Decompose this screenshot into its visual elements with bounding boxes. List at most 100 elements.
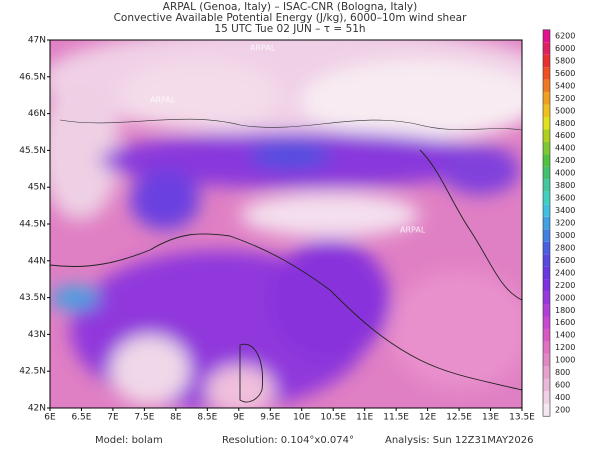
colorbar-label: 800 bbox=[555, 368, 570, 377]
colorbar-label: 400 bbox=[555, 393, 570, 402]
colorbar-label: 5800 bbox=[555, 56, 575, 65]
header-line: Convective Available Potential Energy (J… bbox=[114, 12, 468, 24]
colorbar-label: 3600 bbox=[555, 194, 575, 203]
lon-label: 9E bbox=[233, 413, 245, 423]
colorbar-swatch bbox=[543, 291, 550, 305]
colorbar-label: 5600 bbox=[555, 69, 575, 78]
lat-label: 46N bbox=[28, 109, 46, 119]
colorbar-swatch bbox=[543, 54, 550, 68]
colorbar-frame bbox=[542, 29, 551, 417]
lon-label: 10.5E bbox=[320, 413, 346, 423]
lon-label: 8E bbox=[170, 413, 182, 423]
colorbar-swatch bbox=[543, 316, 550, 329]
colorbar-swatch bbox=[543, 29, 550, 43]
colorbar-swatch bbox=[543, 279, 550, 292]
colorbar-swatch bbox=[543, 353, 550, 367]
lon-label: 13E bbox=[482, 413, 499, 423]
lon-label: 11E bbox=[356, 413, 373, 423]
colorbar-swatch bbox=[543, 117, 550, 130]
lat-label: 42N bbox=[28, 404, 46, 414]
colorbar-swatch bbox=[543, 204, 550, 217]
field bbox=[50, 40, 522, 408]
colorbar-swatch bbox=[543, 42, 550, 55]
colorbar-label: 5200 bbox=[555, 94, 575, 103]
field-blobs bbox=[50, 40, 522, 408]
coastline bbox=[239, 343, 263, 403]
colorbar-label: 6200 bbox=[555, 32, 575, 41]
colorbar-swatch bbox=[543, 266, 550, 280]
colorbar-swatch bbox=[543, 304, 550, 317]
colorbar-swatch bbox=[543, 154, 550, 167]
colorbar-swatch bbox=[543, 191, 550, 205]
lat-label: 45N bbox=[28, 183, 46, 193]
colorbar-label: 5400 bbox=[555, 81, 575, 90]
colorbar-label: 600 bbox=[555, 381, 570, 390]
colorbar-label: 4400 bbox=[555, 144, 575, 153]
lat-label: 45.5N bbox=[19, 146, 46, 156]
lon-label: 6.5E bbox=[71, 413, 91, 423]
lon-label: 8.5E bbox=[197, 413, 217, 423]
colorbar-label: 2600 bbox=[555, 256, 575, 265]
colorbar-swatch bbox=[543, 241, 550, 255]
colorbar-label: 4600 bbox=[555, 131, 575, 140]
lat-label: 47N bbox=[28, 36, 46, 46]
lat-label: 46.5N bbox=[19, 72, 46, 82]
colorbar-label: 2000 bbox=[555, 293, 575, 302]
colorbar-swatch bbox=[543, 366, 550, 379]
colorbar-swatch bbox=[543, 166, 550, 180]
colorbar-swatch bbox=[543, 378, 550, 392]
lon-label: 12E bbox=[419, 413, 436, 423]
coastline bbox=[50, 233, 522, 391]
colorbar-swatch bbox=[543, 129, 550, 142]
footer-resolution: Resolution: 0.104°x0.074° bbox=[222, 435, 354, 446]
colorbar-swatch bbox=[543, 328, 550, 342]
colorbar-label: 1400 bbox=[555, 331, 575, 340]
colorbar-swatch bbox=[543, 92, 550, 105]
lat-label: 44N bbox=[28, 256, 46, 266]
colorbar-swatch bbox=[543, 179, 550, 192]
colorbar-label: 1600 bbox=[555, 318, 575, 327]
colorbar-label: 5000 bbox=[555, 106, 575, 115]
border bbox=[59, 118, 522, 131]
lon-label: 11.5E bbox=[383, 413, 409, 423]
colorbar-swatch bbox=[543, 391, 550, 404]
header-line: ARPAL (Genoa, Italy) – ISAC-CNR (Bologna… bbox=[163, 1, 417, 13]
lat-label: 44.5N bbox=[19, 220, 46, 230]
lon-label: 6E bbox=[44, 413, 56, 423]
colorbar-label: 2200 bbox=[555, 281, 575, 290]
coastline bbox=[419, 149, 522, 301]
lon-label: 9.5E bbox=[260, 413, 280, 423]
lon-label: 10E bbox=[293, 413, 310, 423]
watermark: ARPAL bbox=[400, 226, 426, 235]
watermark: ARPAL bbox=[250, 44, 276, 53]
lon-label: 7.5E bbox=[134, 413, 154, 423]
colorbar-label: 1200 bbox=[555, 343, 575, 352]
colorbar-swatch bbox=[543, 216, 550, 230]
lon-label: 7E bbox=[107, 413, 119, 423]
colorbar-swatch bbox=[543, 229, 550, 242]
lat-label: 42.5N bbox=[19, 367, 46, 377]
colorbar-label: 2400 bbox=[555, 268, 575, 277]
header-line: 15 UTC Tue 02 JUN – τ = 51h bbox=[214, 23, 365, 35]
watermark: ARPAL bbox=[150, 96, 176, 105]
footer-analysis: Analysis: Sun 12Z31MAY2026 bbox=[385, 435, 534, 446]
colorbar-swatch bbox=[543, 67, 550, 80]
colorbar-label: 4800 bbox=[555, 119, 575, 128]
colorbar-label: 1000 bbox=[555, 356, 575, 365]
colorbar-label: 2800 bbox=[555, 243, 575, 252]
colorbar-swatch bbox=[543, 254, 550, 267]
colorbar-swatch bbox=[543, 403, 550, 417]
colorbar-swatch bbox=[543, 79, 550, 93]
colorbar-label: 200 bbox=[555, 406, 570, 415]
colorbar-label: 3200 bbox=[555, 219, 575, 228]
colorbar-swatch bbox=[543, 141, 550, 155]
colorbar-label: 3000 bbox=[555, 231, 575, 240]
colorbar-swatch bbox=[543, 104, 550, 118]
colorbar-label: 6000 bbox=[555, 44, 575, 53]
footer-model: Model: bolam bbox=[95, 435, 163, 446]
lon-label: 12.5E bbox=[446, 413, 472, 423]
colorbar-label: 3800 bbox=[555, 181, 575, 190]
lat-label: 43.5N bbox=[19, 293, 46, 303]
